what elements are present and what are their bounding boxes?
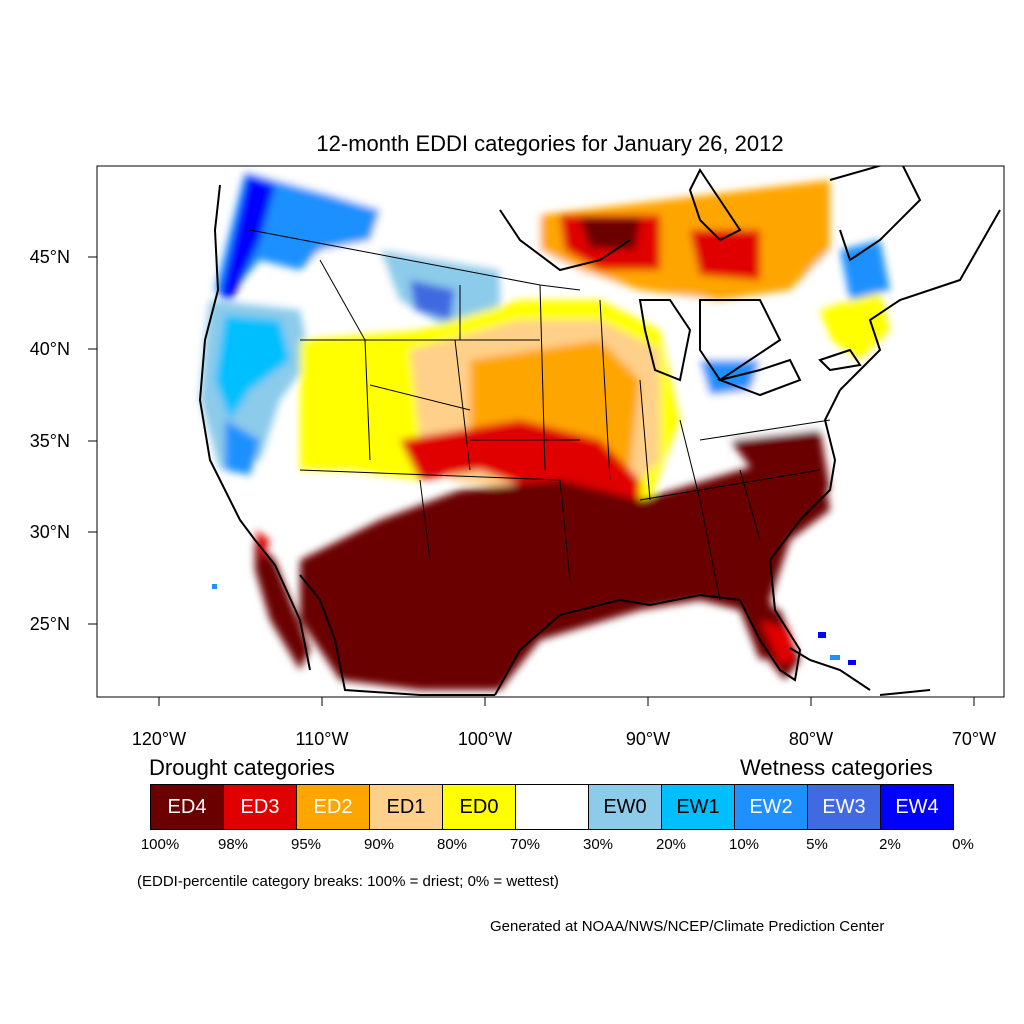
map-title: 12-month EDDI categories for January 26,…: [316, 131, 784, 156]
coastlines: [198, 166, 1001, 696]
footnote: (EDDI-percentile category breaks: 100% =…: [137, 873, 559, 890]
wetness-heading: Wetness categories: [740, 755, 933, 780]
break-label: 90%: [363, 836, 395, 853]
legend-box-ed0: ED0: [442, 784, 516, 830]
break-label: 95%: [290, 836, 322, 853]
lon-label: 100°W: [458, 729, 512, 749]
legend-box-ed2: ED2: [296, 784, 370, 830]
legend-box-ew4: EW4: [880, 784, 954, 830]
break-label: 70%: [509, 836, 541, 853]
break-label: 10%: [728, 836, 760, 853]
break-label: 0%: [952, 836, 974, 853]
break-label: 30%: [582, 836, 614, 853]
break-label: 2%: [879, 836, 901, 853]
lon-label: 70°W: [952, 729, 996, 749]
boundaries: [249, 229, 831, 601]
break-label: 98%: [217, 836, 249, 853]
break-label: 100%: [140, 836, 180, 853]
drought-heading: Drought categories: [149, 755, 335, 780]
lat-label: 25°N: [30, 614, 70, 634]
lat-label: 40°N: [30, 339, 70, 359]
legend-box-ew3: EW3: [807, 784, 881, 830]
legend-box-neutral: [515, 784, 589, 830]
lon-ticks: [158, 697, 975, 706]
credit: Generated at NOAA/NWS/NCEP/Climate Predi…: [490, 918, 885, 935]
lat-label: 45°N: [30, 247, 70, 267]
lon-label: 80°W: [789, 729, 833, 749]
legend-box-ed3: ED3: [223, 784, 297, 830]
legend-box-ed4: ED4: [150, 784, 224, 830]
legend-box-ew2: EW2: [734, 784, 808, 830]
lat-label: 35°N: [30, 431, 70, 451]
lon-label: 90°W: [626, 729, 670, 749]
data-field: [200, 170, 890, 690]
legend-box-ew0: EW0: [588, 784, 662, 830]
legend-box-ew1: EW1: [661, 784, 735, 830]
caribbean-islands: [212, 584, 856, 665]
break-label: 20%: [655, 836, 687, 853]
break-label: 80%: [436, 836, 468, 853]
lon-label: 120°W: [132, 729, 186, 749]
legend-box-ed1: ED1: [369, 784, 443, 830]
lon-label: 110°W: [296, 729, 349, 749]
lat-ticks: [88, 256, 97, 625]
map-frame: [96, 165, 1005, 698]
lat-label: 30°N: [30, 522, 70, 542]
break-label: 5%: [806, 836, 828, 853]
